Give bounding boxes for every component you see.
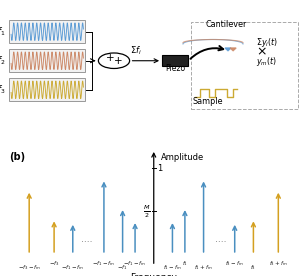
- Text: $\times$: $\times$: [256, 46, 267, 59]
- Text: $-f_1-f_m$: $-f_1-f_m$: [123, 259, 147, 268]
- Text: Cantilever: Cantilever: [206, 20, 247, 29]
- Text: ....: ....: [81, 235, 92, 244]
- FancyBboxPatch shape: [9, 49, 86, 72]
- Text: $f_2$: $f_2$: [0, 54, 5, 67]
- Text: (b): (b): [9, 152, 26, 162]
- Text: $f_3$: $f_3$: [0, 84, 5, 96]
- Text: $f_3+f_m$: $f_3+f_m$: [269, 259, 288, 268]
- Text: $-f_1-f_m$: $-f_1-f_m$: [61, 264, 85, 272]
- Polygon shape: [230, 48, 236, 51]
- Text: Piezo: Piezo: [165, 64, 185, 73]
- Text: $y_m(t)$: $y_m(t)$: [256, 55, 278, 68]
- Text: $-f_3$: $-f_3$: [49, 259, 59, 268]
- Text: Amplitude: Amplitude: [160, 153, 204, 161]
- Text: $f_1$: $f_1$: [0, 25, 5, 38]
- Text: $f_1-f_m$: $f_1-f_m$: [163, 264, 182, 272]
- Polygon shape: [225, 48, 231, 51]
- Text: $\Sigma y_i(t)$: $\Sigma y_i(t)$: [256, 36, 279, 49]
- Text: Frequency: Frequency: [130, 273, 177, 276]
- Text: 1: 1: [158, 164, 163, 172]
- FancyBboxPatch shape: [191, 22, 298, 109]
- FancyBboxPatch shape: [162, 55, 188, 67]
- Text: $\Sigma f_i$: $\Sigma f_i$: [130, 45, 142, 57]
- Text: $f_3$: $f_3$: [250, 264, 256, 272]
- Text: $f_3-f_m$: $f_3-f_m$: [225, 259, 244, 268]
- Text: +: +: [114, 56, 122, 66]
- FancyBboxPatch shape: [9, 78, 86, 101]
- Text: $-f_3-f_m$: $-f_3-f_m$: [17, 264, 41, 272]
- Text: $-f_1$: $-f_1$: [117, 264, 128, 272]
- Text: +: +: [106, 53, 114, 63]
- Text: Sample: Sample: [193, 97, 223, 106]
- Text: $f_1+f_m$: $f_1+f_m$: [194, 264, 213, 272]
- FancyBboxPatch shape: [9, 20, 86, 43]
- Text: $\frac{M}{2}$: $\frac{M}{2}$: [143, 203, 151, 220]
- Text: $f_1$: $f_1$: [182, 259, 188, 268]
- Text: $-f_1-f_m$: $-f_1-f_m$: [92, 259, 116, 268]
- Text: ....: ....: [215, 235, 227, 244]
